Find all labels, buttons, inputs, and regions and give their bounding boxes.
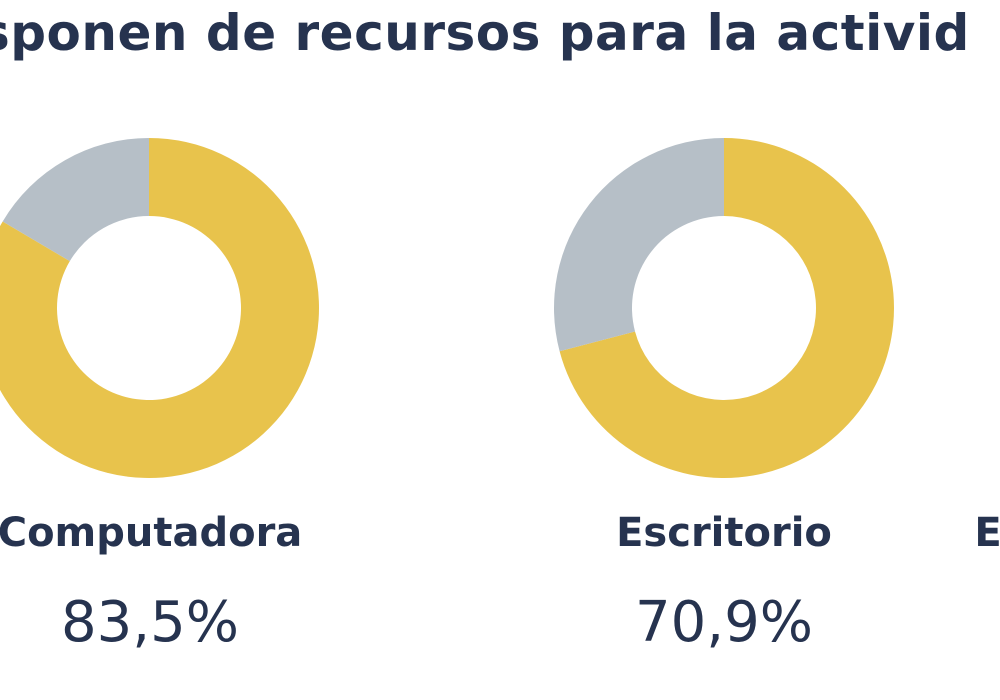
- value-label-escritorio: 70,9%: [635, 590, 813, 655]
- donut-slice-escritorio-filled: [559, 138, 894, 478]
- donut-slice-computadora-filled: [0, 138, 319, 478]
- category-label-escritorio: Escritorio: [616, 510, 832, 556]
- category-label-computadora: Computadora: [0, 510, 303, 556]
- value-label-computadora: 83,5%: [61, 590, 239, 655]
- donut-slice-escritorio-remaining: [553, 138, 724, 352]
- donut-slice-computadora-remaining: [2, 138, 149, 262]
- chart-title: sponen de recursos para la activid: [0, 4, 970, 62]
- category-label-partial: Es: [974, 510, 1000, 556]
